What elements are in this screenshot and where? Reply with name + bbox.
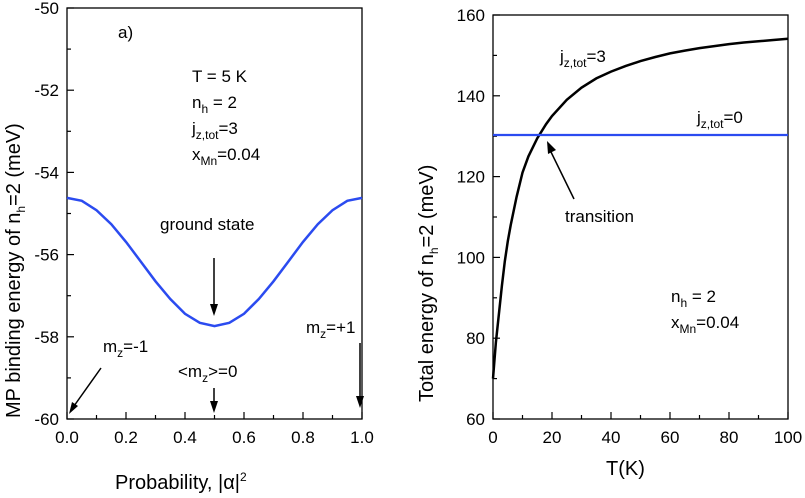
left-y-axis-label: MP binding energy of nh=2 (meV) [3,123,28,418]
panel-label-a: a) [118,23,133,42]
x-tick-label: 60 [661,428,680,447]
y-tick-label: 140 [457,87,485,106]
left-axis-ticks: 0.0 0.2 0.4 0.6 0.8 1.0 -60 -58 -56 -54 -52 -50 [34,0,373,447]
y-tick-label: 80 [466,329,485,348]
transition-arrowhead [547,141,556,154]
param-jztot: jz,tot=3 [191,119,238,142]
y-tick-label: -56 [34,246,59,265]
transition-arrow [550,151,575,200]
left-panel: 0.0 0.2 0.4 0.6 0.8 1.0-60-58-56-54-52-50 a) … [3,0,374,494]
param-nh: nh = 2 [192,93,237,116]
right-plot-frame [492,14,789,420]
x-tick-label: 20 [543,428,562,447]
x-tick-label: 0 [488,428,497,447]
mz-minus-arrowhead [69,402,78,414]
x-tick-label: 1.0 [350,428,374,447]
left-x-axis-label: Probability, |α|2 [115,470,247,494]
x-tick-label: 0.2 [114,428,138,447]
ground-state-label: ground state [160,215,255,234]
left-series-line [66,196,363,328]
mz-zero-arrowhead [210,401,218,413]
mz-zero-label: <mz>=0 [178,362,237,385]
label-xmn: xMn=0.04 [671,313,739,336]
mz-plus-arrowhead [356,396,364,408]
y-tick-label: 160 [457,6,485,25]
x-tick-label: 40 [602,428,621,447]
param-xmn: xMn=0.04 [192,145,260,168]
label-j0: jz,tot=0 [696,108,743,131]
transition-label: transition [565,207,634,226]
mz-minus-arrow [73,367,102,407]
y-tick-label: 60 [466,410,485,429]
x-tick-label: 80 [720,428,739,447]
mz-minus-label: mz=-1 [103,337,148,360]
right-series-line-j3 [491,37,789,379]
y-tick-label: -60 [34,410,59,429]
y-tick-label: -54 [34,163,59,182]
right-x-axis-label: T(K) [606,458,645,480]
mz-plus-label: mz=+1 [306,318,355,341]
x-tick-label: 0.6 [232,428,256,447]
right-y-axis-label: Total energy of nh=2 (meV) [416,165,441,402]
y-tick-label: -52 [34,81,59,100]
x-tick-label: 0.0 [55,428,79,447]
x-tick-label: 100 [774,428,802,447]
ground-state-arrowhead [210,304,218,316]
param-temperature: T = 5 K [192,67,248,86]
right-axis-ticks: 0 20 40 60 80 100 60 80 100 120 140 160 [457,6,803,447]
right-panel: 0 20 40 60 80 100 60 80 100 120 140 160 jz,tot=3 jz… [416,6,802,480]
y-tick-label: 100 [457,248,485,267]
x-tick-label: 0.4 [173,428,197,447]
y-tick-label: -58 [34,328,59,347]
label-nh: nh = 2 [671,287,716,310]
label-j3: jz,tot=3 [559,47,606,70]
y-tick-label: 120 [457,168,485,187]
y-tick-label: -50 [34,0,59,18]
x-tick-label: 0.8 [291,428,315,447]
